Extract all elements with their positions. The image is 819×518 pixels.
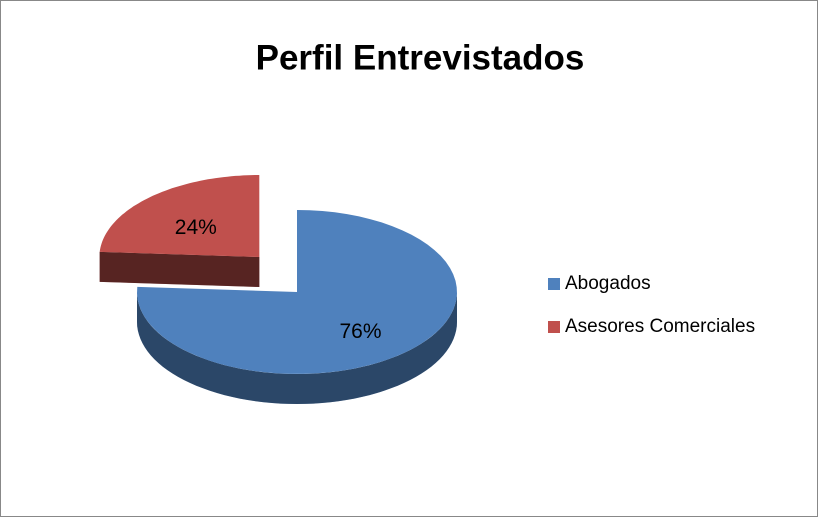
legend-swatch — [548, 321, 560, 333]
chart-title: Perfil Entrevistados — [256, 38, 585, 77]
legend-label: Asesores Comerciales — [565, 316, 755, 337]
data-label: 24% — [175, 216, 217, 239]
slice-side — [137, 292, 457, 404]
slice-side-shade — [137, 292, 457, 404]
slice-side-shade — [99, 251, 260, 288]
data-label: 76% — [340, 320, 382, 343]
legend-swatch — [548, 278, 560, 290]
slice — [137, 210, 457, 374]
slice — [99, 175, 260, 258]
legend-label: Abogados — [565, 273, 651, 294]
